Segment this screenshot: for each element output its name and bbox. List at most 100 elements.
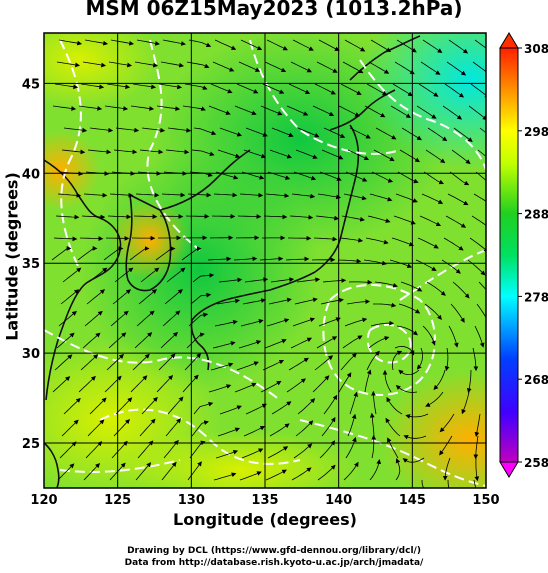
streamline [369,459,382,481]
streamline [345,436,357,459]
streamline [344,39,366,52]
streamline [210,83,233,94]
streamline [349,127,371,139]
streamline [446,61,467,76]
y-tick-label: 40 [22,167,40,182]
streamline [291,467,312,481]
lat-lon-grid [44,33,486,488]
streamline [182,374,199,393]
streamline [236,83,259,94]
streamline [473,193,486,202]
streamline [290,337,313,349]
streamline [103,246,124,261]
streamline [193,127,217,136]
streamline [473,435,479,460]
streamline [320,297,344,305]
streamline [398,303,421,314]
streamline [162,39,186,46]
streamline [264,339,287,349]
streamline [391,237,414,247]
streamline [471,215,486,226]
streamline [60,289,80,305]
streamline [292,39,314,51]
streamline [338,372,352,393]
streamline [395,193,418,203]
colorbar-max-arrow [499,32,519,49]
streamline [387,437,399,459]
streamline [290,61,312,73]
streamline [366,350,380,371]
streamline [54,354,73,371]
streamline [421,479,425,488]
streamline [286,378,306,393]
streamline [313,236,338,242]
streamline [392,83,413,97]
streamline [112,289,132,305]
streamline [370,39,392,52]
x-axis-label: Longitude (degrees) [173,510,357,529]
streamline [396,39,417,53]
streamline [208,384,232,393]
streamline [397,171,419,184]
streamline [289,214,314,220]
x-tick-label: 145 [399,493,426,508]
x-tick-label: 140 [325,493,352,508]
streamline [234,105,257,116]
streamline [475,171,486,181]
streamline [234,382,257,393]
streamline [192,272,215,283]
streamline [297,127,320,138]
streamline [447,193,469,206]
y-tick-label: 25 [22,437,40,452]
streamline [208,105,231,115]
streamline [451,149,471,165]
streamline [245,403,267,415]
streamline [479,127,486,134]
streamline [337,258,362,264]
streamline [159,214,184,219]
streamline [162,310,181,327]
streamline [265,469,287,481]
streamline [419,215,442,227]
streamline [349,391,358,415]
streamline [321,416,336,437]
streamline [214,39,237,50]
streamline [239,471,262,481]
streamline [210,362,234,371]
streamline [87,149,112,155]
streamline [238,61,261,72]
streamline [186,61,210,69]
streamline [312,375,330,393]
streamline [415,259,437,271]
streamline [263,214,288,220]
streamline [166,267,186,283]
credit-data: Data from http://database.rish.kyoto-u.a… [124,558,424,568]
streamline [187,461,202,481]
streamline [107,214,132,220]
streamline [53,236,78,242]
streamline [385,417,401,437]
x-tick-label: 120 [30,493,57,508]
streamline [87,419,105,437]
x-tick-label: 125 [104,493,131,508]
streamline [398,369,420,376]
streamline [115,127,140,133]
streamline [132,353,150,371]
streamline [424,303,442,321]
streamline [184,83,208,90]
streamline [186,332,205,349]
streamline [396,325,418,336]
streamline [295,149,318,159]
streamline [371,434,377,459]
streamline [343,461,359,481]
streamline [370,320,395,327]
streamline [156,375,174,393]
streamline [104,375,122,393]
streamline [113,419,130,437]
streamline [342,335,363,349]
streamline [439,435,453,456]
streamline [295,420,314,437]
streamline [348,279,373,285]
streamline [294,297,318,305]
streamline [54,83,79,90]
